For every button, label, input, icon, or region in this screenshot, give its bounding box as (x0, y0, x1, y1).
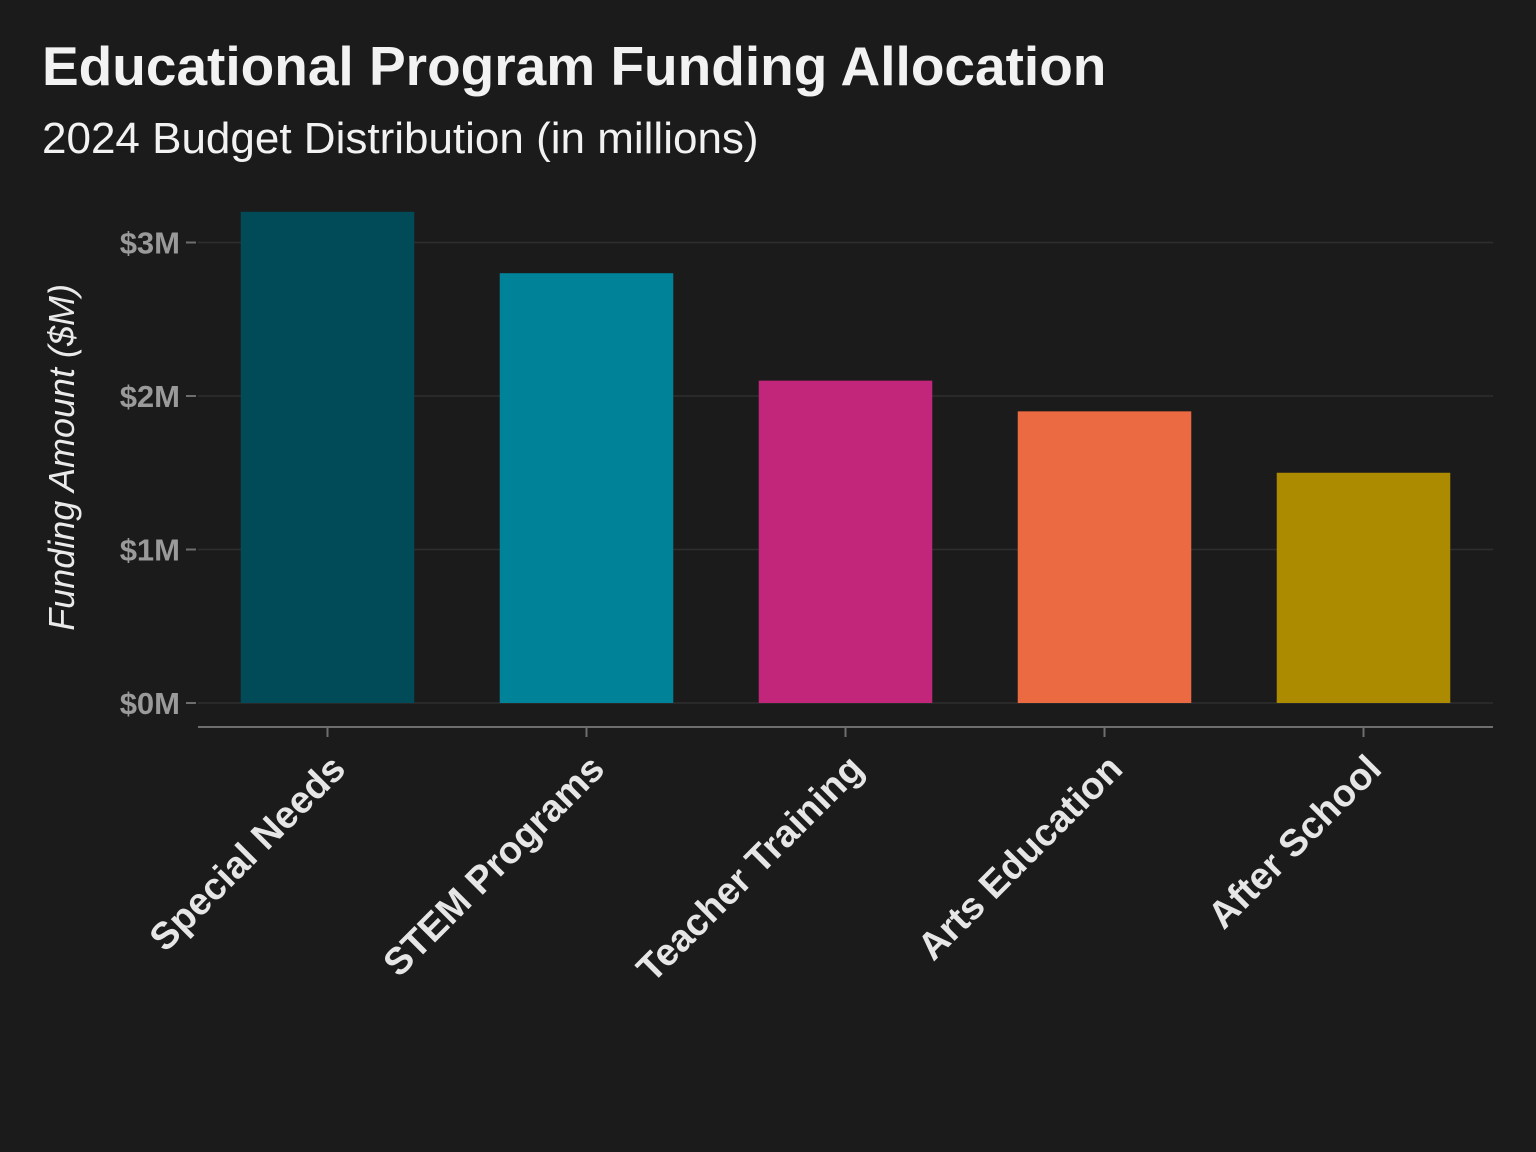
x-tick-label: Special Needs (142, 748, 354, 960)
chart-title: Educational Program Funding Allocation (42, 35, 1107, 97)
x-tick-label: After School (1200, 748, 1389, 937)
chart-subtitle: 2024 Budget Distribution (in millions) (42, 114, 759, 163)
y-axis: $0M $1M $2M $3M (120, 226, 196, 721)
x-tick-label: Arts Education (910, 748, 1131, 969)
y-tick-label: $1M (120, 533, 180, 568)
bar-arts-education (1017, 411, 1192, 703)
x-tick-label: Teacher Training (629, 748, 872, 991)
y-tick-label: $0M (120, 686, 180, 721)
bar-teacher-training (758, 380, 933, 703)
bars (240, 211, 1451, 704)
bar-stem-programs (499, 273, 674, 703)
y-tick-label: $3M (120, 226, 180, 261)
x-tick-label: STEM Programs (376, 748, 613, 985)
bar-after-school (1276, 472, 1451, 703)
x-axis: Special Needs STEM Programs Teacher Traini… (142, 726, 1493, 991)
y-tick-label: $2M (120, 379, 180, 414)
bar-special-needs (240, 211, 415, 704)
y-axis-label: Funding Amount ($M) (41, 284, 82, 631)
